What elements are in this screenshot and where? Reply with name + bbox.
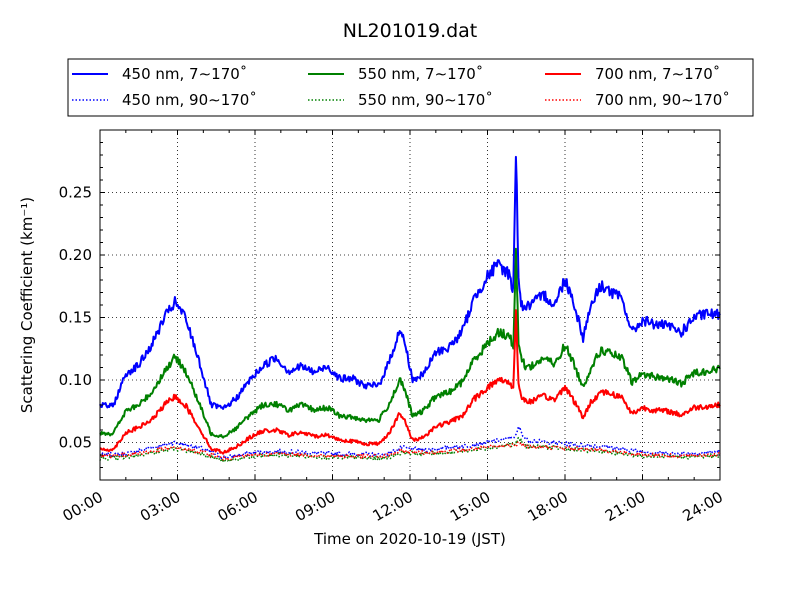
series-line-5 <box>99 309 721 455</box>
y-tick-label: 0.10 <box>59 371 92 389</box>
x-axis-label: Time on 2020-10-19 (JST) <box>313 530 506 548</box>
legend-label: 450 nm, 7∼170˚ <box>122 65 247 83</box>
legend-label: 550 nm, 90∼170˚ <box>358 91 493 109</box>
series-line-4 <box>99 436 721 464</box>
legend-label: 450 nm, 90∼170˚ <box>122 91 257 109</box>
legend: 450 nm, 7∼170˚ 450 nm, 90∼170˚ 550 nm, 7∼1… <box>67 58 754 117</box>
legend-label: 700 nm, 7∼170˚ <box>595 65 720 83</box>
legend-frame <box>67 58 754 117</box>
y-axis-label: Scattering Coefficient (km⁻¹) <box>18 197 36 413</box>
grid <box>100 130 720 480</box>
legend-label: 550 nm, 7∼170˚ <box>358 65 483 83</box>
y-tick-label: 0.20 <box>59 246 92 264</box>
chart-title: NL201019.dat <box>343 20 478 42</box>
series-line-6 <box>100 441 721 461</box>
y-tick-label: 0.05 <box>59 434 92 452</box>
series-line-3 <box>99 247 721 439</box>
y-tick-label: 0.15 <box>59 309 92 327</box>
series-line-1 <box>99 155 721 410</box>
series-line-2 <box>99 425 721 460</box>
series-lines <box>99 155 721 464</box>
legend-label: 700 nm, 90∼170˚ <box>595 91 730 109</box>
y-tick-label: 0.25 <box>59 184 92 202</box>
